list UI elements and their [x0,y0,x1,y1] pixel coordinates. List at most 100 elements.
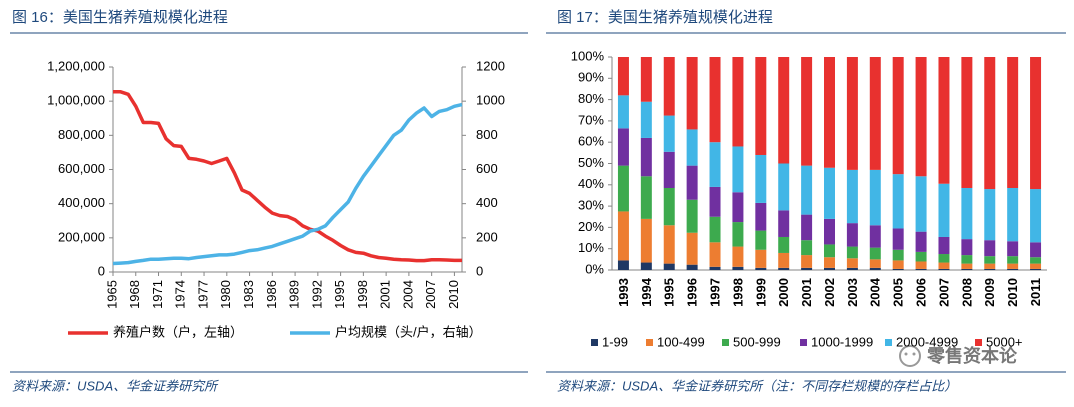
bar-segment [961,187,973,240]
bar-segment [686,129,698,166]
legend-label: 户均规模（头/户，右轴） [335,324,482,339]
x-tick-label: 1996 [685,278,700,307]
y-tick-label: 0% [585,261,604,276]
y-tick-label: 70% [578,112,604,127]
y2-tick-label: 0 [476,263,483,278]
bar-segment [892,174,904,229]
bar-segment [846,258,858,268]
legend-label: 500-999 [733,334,781,349]
bar-segment [755,154,767,203]
bar-segment [846,267,858,270]
y2-tick-label: 200 [476,229,498,244]
bar-segment [824,167,835,219]
bar-segment [938,236,950,255]
x-tick-label: 1999 [753,278,768,307]
bar-segment [732,57,744,147]
bar-segment [869,169,881,226]
bar-segment [801,57,813,166]
watermark-icon [899,345,921,367]
bar-segment [938,57,950,184]
y-tick-label: 90% [578,70,604,85]
x-tick-label: 1971 [150,280,165,309]
bar-segment [732,146,744,193]
y-tick-label: 20% [578,219,604,234]
x-tick-label: 1993 [616,278,631,307]
bar-segment [732,192,744,223]
bar-segment [617,57,629,96]
bar-segment [617,211,629,261]
bar-segment [617,260,629,270]
bar-segment [1030,257,1042,264]
bar-segment [824,57,835,168]
bar-segment [801,165,813,215]
bar-segment [846,223,858,247]
bar-segment [1007,268,1019,270]
legend-label: 1000-1999 [811,334,873,349]
bar-segment [915,261,927,269]
bar-segment [1030,189,1042,243]
bar-segment [732,266,744,270]
bar-segment [686,165,698,200]
bar-segment [915,57,927,177]
x-tick-label: 1994 [639,277,654,307]
bar-segment [663,151,675,188]
bar-segment [984,189,996,241]
bar-segment [961,268,973,270]
y-tick-label: 10% [578,240,604,255]
bar-segment [755,230,767,250]
y-tick-label: 200,000 [58,229,105,244]
x-tick-label: 1977 [195,280,210,309]
bar-segment [709,57,721,143]
x-tick-label: 2005 [891,278,906,307]
y2-tick-label: 1000 [476,93,505,108]
bar-segment [846,246,858,259]
bar-segment [915,231,927,252]
x-tick-label: 2004 [400,280,415,309]
bar-segment [732,222,744,247]
bar-segment [778,210,790,237]
bar-segment [869,225,881,248]
legend-label: 5000+ [986,334,1023,349]
legend-label: 100-499 [657,334,705,349]
bar-segment [846,169,858,224]
bar-segment [709,142,721,187]
bar-segment [686,199,698,233]
bar-segment [663,115,675,152]
bar-segment [915,251,927,262]
bar-segment [801,267,813,270]
x-tick-label: 2010 [446,280,461,309]
x-tick-label: 2008 [959,278,974,307]
x-tick-label: 1989 [287,280,302,309]
bar-segment [1007,256,1019,264]
bar-segment [1030,268,1042,270]
x-tick-label: 1986 [264,280,279,309]
x-tick-label: 2007 [936,278,951,307]
legend-swatch [975,339,982,346]
bar-segment [984,57,996,190]
y-tick-label: 800,000 [58,127,105,142]
x-tick-label: 1983 [241,280,256,309]
bar-segment [892,249,904,261]
legend-label: 1-99 [602,334,628,349]
x-tick-label: 1980 [218,280,233,309]
bar-segment [915,176,927,232]
y-tick-label: 80% [578,91,604,106]
x-tick-label: 2004 [868,277,883,307]
data-line [112,102,463,266]
y-tick-label: 60% [578,134,604,149]
bar-segment [961,57,973,188]
bar-segment [686,264,698,270]
x-tick-label: 1997 [707,278,722,307]
bar-segment [709,242,721,267]
bar-segment [663,187,675,226]
y-tick-label: 1,200,000 [47,58,105,73]
x-tick-label: 1995 [662,278,677,307]
legend-label: 养殖户数（户，左轴） [113,324,243,339]
bar-segment [938,268,950,270]
bar-segment [892,57,904,175]
bar-segment [778,57,790,164]
bar-segment [824,267,835,270]
legend-label: 2000-4999 [896,334,958,349]
x-tick-label: 2003 [845,278,860,307]
bar-segment [984,263,996,269]
